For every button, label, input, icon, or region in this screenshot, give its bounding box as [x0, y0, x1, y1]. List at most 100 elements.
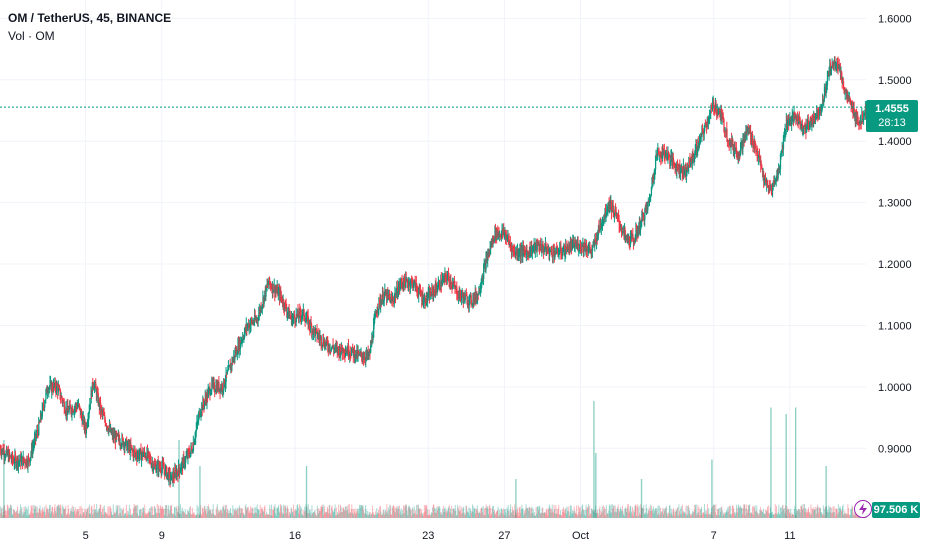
volume-bar: [212, 509, 214, 518]
candle-body: [153, 464, 155, 469]
volume-bar: [243, 515, 245, 518]
volume-bar: [375, 511, 377, 518]
volume-bar: [670, 508, 672, 518]
volume-bar: [251, 507, 253, 518]
volume-bar: [196, 504, 198, 518]
volume-bar: [525, 504, 527, 518]
volume-bar: [185, 514, 187, 518]
volume-bar: [347, 504, 349, 518]
volume-bar: [526, 507, 528, 518]
candle-body: [313, 327, 315, 330]
volume-bar: [351, 504, 353, 518]
volume-bar: [822, 505, 824, 518]
volume-bar: [684, 513, 686, 518]
volume-bar: [830, 506, 832, 518]
volume-bar: [26, 515, 28, 518]
volume-bar: [625, 508, 627, 518]
volume-bar: [179, 513, 181, 518]
candle-body: [423, 299, 425, 304]
volume-bar: [630, 511, 632, 518]
volume-bar: [229, 510, 231, 518]
volume-bar: [702, 513, 704, 518]
volume-bar: [511, 506, 513, 518]
volume-bar: [422, 515, 424, 518]
volume-bar: [836, 509, 838, 518]
volume-bar: [4, 509, 6, 518]
candle-body: [783, 139, 785, 150]
volume-bar: [673, 508, 675, 518]
volume-bar: [70, 508, 72, 518]
volume-bar: [303, 511, 305, 518]
volume-bar: [564, 509, 566, 518]
volume-bar: [718, 507, 720, 518]
volume-bar: [737, 504, 739, 518]
candle-body: [792, 115, 794, 122]
volume-bar: [125, 513, 127, 518]
volume-bar: [648, 507, 650, 518]
volume-bar: [539, 505, 541, 518]
price-axis: 1.60001.50001.40001.30001.20001.10001.00…: [878, 13, 912, 516]
volume-bar: [685, 505, 687, 518]
volume-bar: [778, 513, 780, 518]
volume-bar: [593, 510, 595, 518]
volume-bar: [808, 507, 810, 518]
volume-bar: [346, 505, 348, 518]
volume-bar: [827, 509, 829, 518]
volume-bar: [281, 512, 283, 518]
volume-bar: [257, 509, 259, 518]
volume-bar: [122, 509, 124, 518]
volume-bar: [79, 506, 81, 518]
volume-bar: [357, 508, 359, 518]
volume-bar: [759, 506, 761, 518]
volume-bar: [429, 514, 431, 518]
volume-bar: [287, 505, 289, 518]
volume-bar: [388, 507, 390, 518]
volume-bar: [516, 509, 518, 518]
volume-indicator-label[interactable]: Vol · OM: [8, 29, 55, 43]
symbol-title[interactable]: OM / TetherUS, 45, BINANCE: [8, 11, 172, 25]
volume-bar: [701, 515, 703, 518]
volume-bar: [821, 514, 823, 518]
volume-bar: [766, 510, 768, 518]
y-tick-label: 1.3000: [878, 198, 912, 210]
volume-bar: [439, 511, 441, 518]
volume-bar: [640, 504, 642, 518]
volume-bar: [470, 513, 472, 518]
y-tick-label: 1.1000: [878, 320, 912, 332]
candle-body: [821, 108, 823, 111]
volume-bar: [586, 509, 588, 518]
candle-body: [79, 406, 81, 408]
candle-body: [222, 385, 224, 392]
volume-bar: [495, 511, 497, 518]
volume-bar: [770, 507, 772, 518]
volume-bar: [407, 507, 409, 518]
volume-bar: [705, 510, 707, 518]
volume-bar: [842, 504, 844, 518]
volume-bar: [837, 513, 839, 518]
x-tick-label: Oct: [572, 530, 589, 542]
volume-bar: [610, 504, 612, 518]
volume-bar: [839, 506, 841, 518]
volume-bar: [73, 511, 75, 518]
volume-bar: [220, 509, 222, 518]
volume-bar: [467, 512, 469, 518]
volume-bar: [725, 510, 727, 518]
volume-bar: [185, 514, 187, 518]
volume-bar: [41, 509, 43, 518]
flash-icon[interactable]: [854, 500, 872, 518]
candle-body: [9, 452, 11, 456]
volume-bar: [323, 514, 325, 518]
volume-bar: [47, 509, 49, 518]
volume-bar: [146, 513, 148, 518]
volume-bar: [36, 512, 38, 518]
volume-bar: [583, 514, 585, 518]
volume-bar: [483, 508, 485, 518]
volume-bar: [84, 508, 86, 518]
volume-bar: [700, 508, 702, 518]
volume-bar: [533, 514, 535, 518]
volume-bar: [698, 507, 700, 518]
volume-bar: [194, 515, 196, 518]
volume-bar: [15, 512, 17, 518]
volume-bar: [331, 507, 333, 518]
